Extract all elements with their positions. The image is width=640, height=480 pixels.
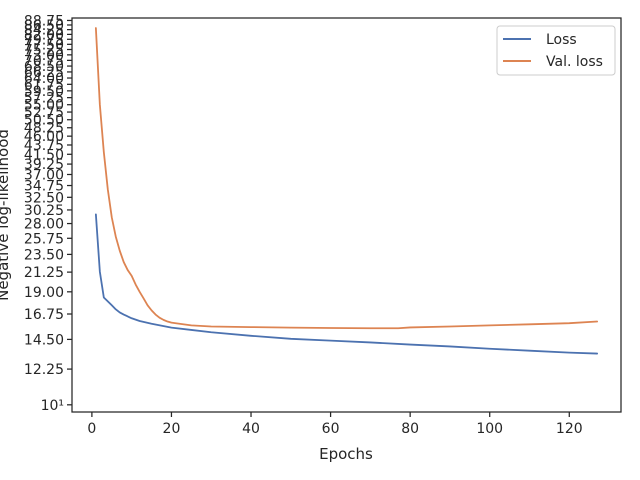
x-axis-ticks: 0 20 40 60 80 100 120 — [87, 412, 583, 437]
y-tick-label: 68.50 — [24, 59, 64, 75]
y-tick-label: 37.00 — [24, 167, 64, 183]
y-tick-label: 77.50 — [24, 37, 64, 53]
y-tick-label: 52.75 — [24, 105, 64, 121]
legend-label-loss: Loss — [546, 32, 577, 48]
y-tick-label: 55.00 — [24, 98, 64, 114]
legend: Loss Val. loss — [496, 25, 616, 76]
y-tick-label: 41.50 — [24, 147, 64, 163]
y-tick-label: 64.00 — [24, 71, 64, 87]
y-tick-label: 50.50 — [24, 113, 64, 129]
y-tick-label: 30.25 — [24, 203, 64, 219]
x-tick-label: 40 — [242, 421, 260, 437]
y-tick-label: 46.00 — [24, 129, 64, 145]
y-tick-label: 25.75 — [24, 231, 64, 247]
y-tick-label: 57.25 — [24, 91, 64, 107]
y-tick-label: 59.50 — [24, 84, 64, 100]
series-line-val-loss — [94, 27, 599, 330]
x-tick-label: 100 — [476, 421, 503, 437]
y-tick-label: 10¹ — [41, 398, 64, 414]
y-tick-label: 88.75 — [24, 13, 64, 29]
y-axis-label: Negative log-likelihood — [0, 129, 12, 301]
y-tick-label: 39.25 — [24, 157, 64, 173]
y-tick-label: 32.50 — [24, 190, 64, 206]
plot-lines — [94, 27, 599, 355]
y-tick-label: 61.75 — [24, 77, 64, 93]
y-tick-label: 73.00 — [24, 48, 64, 64]
x-tick-label: 60 — [322, 421, 340, 437]
y-tick-label: 12.25 — [24, 362, 64, 378]
y-axis-ticks: 10¹ 12.25 14.50 16.75 19.00 21.25 23.5025.7528… — [24, 13, 72, 414]
y-tick-label: 48.25 — [24, 121, 64, 137]
y-tick-label: 23.50 — [24, 247, 64, 263]
y-tick-label: 34.75 — [24, 179, 64, 195]
y-tick-label: 84.25 — [24, 23, 64, 39]
y-tick-label: 21.25 — [24, 265, 64, 281]
y-tick-label: 70.75 — [24, 53, 64, 69]
y-tick-label: 43.75 — [24, 138, 64, 154]
y-tick-label: 66.25 — [24, 65, 64, 81]
series-line-loss — [94, 213, 599, 355]
y-tick-label: 14.50 — [24, 332, 64, 348]
x-tick-label: 0 — [87, 421, 96, 437]
y-tick-label: 19.00 — [24, 285, 64, 301]
axes-frame — [71, 17, 622, 413]
x-tick-label: 80 — [401, 421, 419, 437]
x-axis-label: Epochs — [319, 445, 373, 463]
y-tick-label: 82.00 — [24, 27, 64, 43]
x-tick-label: 120 — [556, 421, 583, 437]
x-tick-label: 20 — [163, 421, 181, 437]
y-tick-label: 79.75 — [24, 32, 64, 48]
y-tick-label: 28.00 — [24, 217, 64, 233]
y-tick-label: 86.50 — [24, 18, 64, 34]
y-tick-label: 16.75 — [24, 307, 64, 323]
legend-label-val-loss: Val. loss — [546, 54, 603, 70]
y-tick-label: 75.25 — [24, 43, 64, 59]
